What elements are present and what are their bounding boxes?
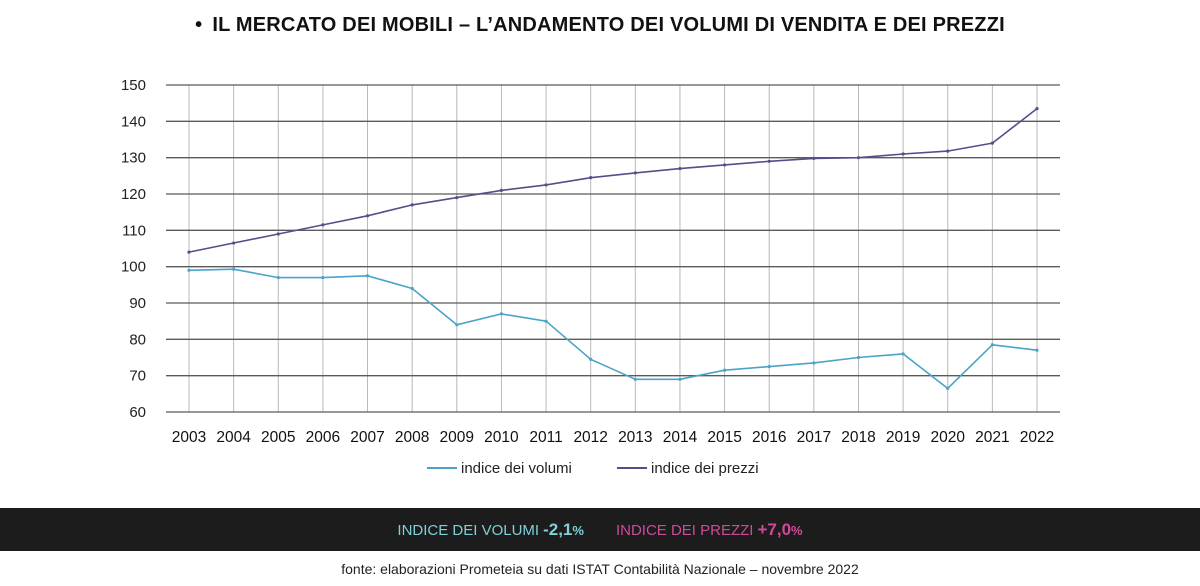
data-point xyxy=(767,364,771,369)
series-line-prezzi xyxy=(188,107,1038,253)
source-note: fonte: elaborazioni Prometeia su dati IS… xyxy=(341,561,859,577)
legend-prezzi-label: indice dei prezzi xyxy=(651,460,759,477)
y-tick-label: 60 xyxy=(129,404,146,421)
data-point xyxy=(544,183,548,187)
data-point xyxy=(767,159,771,163)
title-bullet: • xyxy=(195,14,203,36)
summary-prezzi-label: INDICE DEI PREZZI xyxy=(615,521,754,539)
summary-volumi-label: INDICE DEI VOLUMI xyxy=(397,521,540,539)
summary-volumi: INDICE DEI VOLUMI -2,1% xyxy=(397,520,584,540)
data-point xyxy=(276,275,280,280)
y-tick-label: 110 xyxy=(122,222,146,239)
data-point xyxy=(410,203,414,207)
x-tick-label: 2007 xyxy=(350,429,384,446)
x-tick-label: 2018 xyxy=(841,429,875,446)
data-point xyxy=(678,377,682,381)
data-point xyxy=(856,355,861,360)
y-tick-label: 130 xyxy=(121,150,146,167)
x-tick-label: 2014 xyxy=(663,429,698,446)
data-point xyxy=(589,176,593,180)
data-point xyxy=(946,386,950,390)
data-point xyxy=(946,149,950,153)
data-point xyxy=(321,223,325,227)
series-line-volumi xyxy=(188,268,1038,390)
x-tick-label: 2017 xyxy=(797,429,831,446)
y-tick-label: 100 xyxy=(121,259,146,276)
summary-volumi-percent: % xyxy=(572,522,584,538)
data-point xyxy=(901,352,905,356)
y-tick-label: 120 xyxy=(121,186,146,203)
data-point xyxy=(856,156,861,160)
x-tick-label: 2005 xyxy=(261,429,295,446)
x-tick-label: 2016 xyxy=(752,429,786,446)
data-point xyxy=(276,232,280,236)
x-tick-label: 2015 xyxy=(707,429,741,446)
data-point xyxy=(633,171,637,175)
x-tick-label: 2022 xyxy=(1020,429,1054,446)
y-tick-label: 90 xyxy=(129,295,146,312)
data-point xyxy=(678,166,682,171)
data-point xyxy=(812,361,816,365)
data-point xyxy=(1035,107,1039,111)
x-tick-label: 2019 xyxy=(886,429,920,446)
data-point xyxy=(187,268,191,272)
x-tick-label: 2010 xyxy=(484,429,519,446)
x-tick-label: 2021 xyxy=(975,429,1009,446)
summary-volumi-value: -2,1% xyxy=(543,520,584,540)
summary-prezzi-value: +7,0% xyxy=(757,520,802,540)
data-point xyxy=(499,188,504,192)
x-tick-label: 2012 xyxy=(573,429,607,446)
summary-bar: INDICE DEI VOLUMI -2,1% INDICE DEI PREZZ… xyxy=(0,508,1200,551)
x-tick-label: 2011 xyxy=(529,429,562,446)
x-tick-label: 2020 xyxy=(930,429,965,446)
data-point xyxy=(455,323,459,327)
y-tick-label: 70 xyxy=(129,368,146,385)
data-point xyxy=(722,163,727,167)
x-tick-label: 2006 xyxy=(306,429,340,446)
data-point xyxy=(455,196,459,200)
data-point xyxy=(544,319,548,323)
y-tick-label: 140 xyxy=(121,113,146,130)
data-point xyxy=(722,368,727,372)
data-point xyxy=(410,286,414,291)
summary-volumi-number: -2,1 xyxy=(543,519,573,539)
summary-prezzi-percent: % xyxy=(791,522,803,538)
x-tick-label: 2009 xyxy=(440,429,474,446)
data-point xyxy=(589,357,593,361)
data-point xyxy=(901,152,905,156)
data-point xyxy=(321,275,325,280)
line-chart: 150 140 130 120 110 100 90 80 70 60 2003 2004 2005 20… xyxy=(121,77,1060,477)
summary-prezzi: INDICE DEI PREZZI +7,0% xyxy=(616,520,803,540)
y-tick-label: 80 xyxy=(129,331,146,348)
data-point xyxy=(232,267,236,271)
title-text: IL MERCATO DEI MOBILI – L’ANDAMENTO DEI … xyxy=(212,14,1005,36)
summary-prezzi-number: +7,0 xyxy=(757,519,792,539)
data-point xyxy=(187,250,191,254)
chart-title: • IL MERCATO DEI MOBILI – L’ANDAMENTO DEI… xyxy=(0,14,1200,37)
x-tick-label: 2003 xyxy=(172,429,206,446)
data-point xyxy=(1035,348,1039,352)
data-point xyxy=(633,377,637,381)
data-point xyxy=(812,156,816,160)
data-point xyxy=(365,214,370,218)
data-point xyxy=(232,241,236,245)
legend-volumi-label: indice dei volumi xyxy=(461,460,572,477)
y-tick-label: 150 xyxy=(121,77,146,94)
data-point xyxy=(365,274,370,278)
x-tick-label: 2004 xyxy=(216,429,251,446)
data-point xyxy=(990,343,994,347)
data-point xyxy=(499,312,504,316)
x-tick-label: 2013 xyxy=(618,429,652,446)
x-tick-label: 2008 xyxy=(395,429,429,446)
data-point xyxy=(990,141,994,145)
